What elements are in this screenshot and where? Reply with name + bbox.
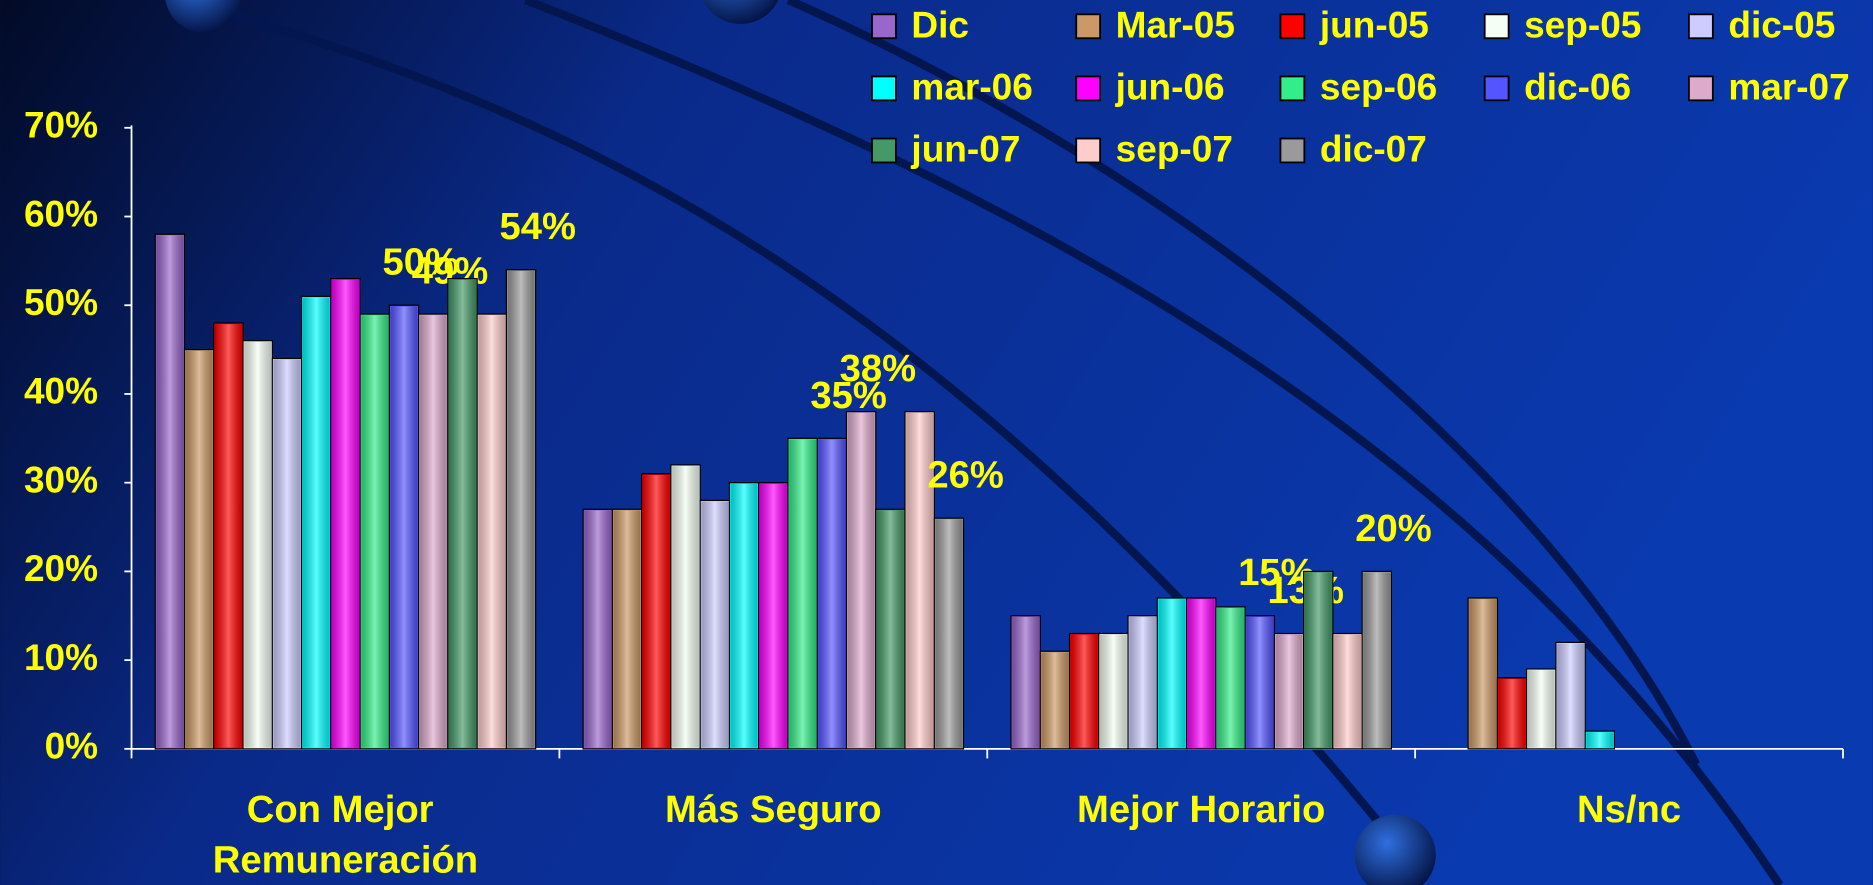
bar (1361, 570, 1392, 750)
y-tick-label: 70% (24, 104, 98, 146)
bar (418, 313, 449, 750)
bar (1467, 597, 1498, 750)
bar (1098, 632, 1129, 750)
bar (242, 340, 273, 750)
legend-swatch (1483, 75, 1510, 102)
y-tick-label: 30% (24, 458, 98, 500)
bar (1526, 668, 1557, 750)
legend-swatch (1279, 137, 1306, 164)
bar (1332, 632, 1363, 750)
bar (359, 313, 390, 750)
legend-swatch (1075, 13, 1102, 40)
legend-label: mar-07 (1728, 65, 1849, 107)
bar (1303, 570, 1334, 750)
decoration-ball (165, 0, 241, 33)
bar (213, 322, 244, 750)
bar (1185, 597, 1217, 750)
legend-label: Mar-05 (1116, 3, 1235, 45)
data-label: 54% (500, 205, 576, 248)
legend-swatch (1075, 137, 1102, 164)
bar (1496, 677, 1528, 750)
bar (1127, 615, 1158, 750)
decoration-ball (1354, 814, 1436, 885)
legend-swatch (1279, 13, 1306, 40)
legend-label: mar-06 (911, 65, 1032, 107)
bar (845, 411, 877, 750)
bar (699, 499, 731, 750)
bar (1244, 615, 1275, 750)
y-tick-label: 40% (24, 370, 98, 412)
bar (1010, 615, 1041, 750)
data-label: 26% (927, 454, 1003, 497)
x-tick-label-line: Con Mejor (247, 788, 444, 831)
bar (816, 437, 848, 750)
y-tick-label: 20% (24, 547, 98, 589)
legend-label: Dic (911, 3, 969, 45)
legend-label: sep-05 (1524, 3, 1641, 45)
bar (582, 508, 613, 750)
x-tick-label: Mejor Horario (1077, 788, 1325, 831)
bar (447, 278, 478, 750)
y-tick-label: 0% (45, 725, 98, 767)
y-tick-label: 10% (24, 636, 98, 678)
bar (875, 508, 906, 750)
data-label: 35% (810, 374, 886, 417)
bar (183, 349, 215, 750)
legend-swatch (1688, 75, 1714, 102)
bar (1555, 641, 1586, 750)
y-tick-label: 60% (24, 192, 98, 234)
legend-swatch (1279, 75, 1306, 102)
bar (300, 295, 332, 750)
bar (758, 482, 789, 750)
bar (154, 233, 186, 750)
x-tick-label: Con Mejor Remuneración (213, 788, 478, 881)
legend-swatch (871, 13, 897, 40)
legend-swatch (1688, 13, 1714, 40)
legend-label: sep-06 (1320, 65, 1437, 107)
legend-label: jun-06 (1115, 65, 1225, 107)
bar (933, 517, 965, 750)
x-tick-label: Más Seguro (665, 788, 882, 831)
legend-label: sep-07 (1116, 127, 1233, 169)
bar (670, 464, 701, 750)
legend-swatch (1075, 75, 1102, 102)
bar (1039, 650, 1071, 750)
legend-label: dic-07 (1320, 127, 1427, 169)
legend-swatch (871, 137, 897, 164)
data-label: 20% (1355, 507, 1431, 550)
bar (1584, 730, 1616, 750)
legend-swatch (871, 75, 897, 102)
decoration-ball (702, 0, 779, 24)
data-label: 50% (382, 241, 458, 284)
data-label: 38% (840, 347, 916, 390)
x-tick-label-line: Remuneración (213, 838, 478, 881)
bar (1068, 632, 1100, 750)
x-tick-label: Ns/nc (1577, 788, 1681, 831)
bar (1215, 606, 1246, 750)
legend-label: dic-06 (1524, 65, 1631, 107)
bar (787, 437, 818, 750)
data-label: 15% (1238, 551, 1314, 594)
bar (611, 508, 643, 750)
bar (641, 473, 672, 750)
legend-swatch (1483, 13, 1510, 40)
bar (728, 482, 760, 750)
bar (1273, 632, 1305, 750)
legend-label: jun-05 (1319, 3, 1429, 45)
bar (505, 269, 537, 750)
y-tick-label: 50% (24, 281, 98, 323)
bar (330, 278, 361, 750)
bar (1156, 597, 1188, 750)
bar (388, 304, 420, 750)
bar (271, 357, 303, 750)
legend-label: dic-05 (1728, 3, 1835, 45)
legend-label: jun-07 (910, 127, 1020, 169)
bar (476, 313, 507, 750)
